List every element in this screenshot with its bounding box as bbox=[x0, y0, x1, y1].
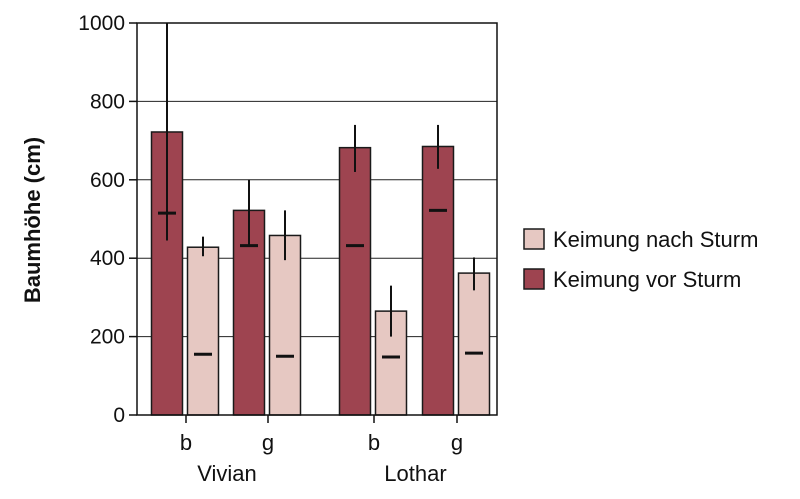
bars bbox=[150, 23, 491, 416]
bar bbox=[457, 272, 491, 416]
bar bbox=[186, 246, 220, 416]
y-tick-labels: 0 200 400 600 800 1000 bbox=[78, 12, 125, 427]
legend-label: Keimung vor Sturm bbox=[553, 267, 741, 292]
y-tick-label: 800 bbox=[90, 90, 125, 113]
y-tick-label: 400 bbox=[90, 247, 125, 270]
y-tick-label: 200 bbox=[90, 326, 125, 349]
group-label: Vivian bbox=[197, 461, 257, 486]
y-tick-label: 0 bbox=[113, 404, 125, 427]
x-tick-label: b bbox=[180, 430, 192, 455]
x-tick-label: g bbox=[262, 430, 274, 455]
bar bbox=[268, 234, 302, 416]
x-tick-label: b bbox=[368, 430, 380, 455]
bar bbox=[338, 146, 372, 416]
plot-frame bbox=[136, 22, 498, 416]
axes bbox=[129, 22, 498, 423]
legend-label: Keimung nach Sturm bbox=[553, 227, 758, 252]
y-tick-label: 600 bbox=[90, 169, 125, 192]
legend: Keimung nach Sturm Keimung vor Sturm bbox=[523, 227, 758, 292]
y-tick-label: 1000 bbox=[78, 12, 125, 35]
bar bbox=[421, 145, 455, 416]
legend-swatch bbox=[523, 268, 545, 290]
group-label: Lothar bbox=[384, 461, 446, 486]
x-tick-label: g bbox=[451, 430, 463, 455]
legend-swatch bbox=[523, 228, 545, 250]
y-axis-title: Baumhöhe (cm) bbox=[20, 137, 45, 303]
